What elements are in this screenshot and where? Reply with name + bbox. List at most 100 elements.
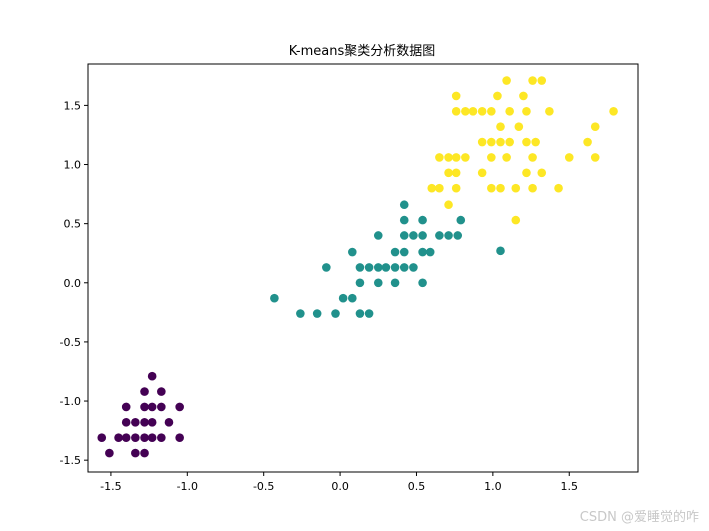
cluster-0-point: [147, 402, 157, 412]
cluster-2-point: [461, 107, 470, 116]
cluster-2-point: [496, 122, 505, 131]
cluster-1-point: [338, 293, 348, 303]
x-tick-label: -0.5: [253, 480, 274, 493]
cluster-1-point: [409, 231, 418, 240]
cluster-1-point: [322, 263, 331, 272]
cluster-1-point: [355, 278, 365, 288]
data-points: [97, 76, 618, 458]
y-tick-label: 1.0: [64, 159, 82, 172]
cluster-1-point: [399, 200, 409, 210]
cluster-1-point: [390, 263, 400, 272]
cluster-0-point: [175, 402, 184, 412]
cluster-2-point: [435, 153, 444, 162]
cluster-2-point: [487, 137, 496, 147]
cluster-0-point: [157, 433, 166, 443]
cluster-0-point: [131, 433, 140, 443]
cluster-2-point: [537, 76, 547, 85]
cluster-0-point: [131, 418, 140, 427]
cluster-2-point: [444, 200, 453, 210]
cluster-1-point: [399, 231, 409, 240]
cluster-1-point: [418, 247, 427, 257]
cluster-1-point: [444, 231, 453, 240]
cluster-2-point: [505, 107, 514, 116]
cluster-1-point: [355, 309, 365, 318]
cluster-0-point: [121, 433, 131, 443]
cluster-2-point: [487, 183, 496, 193]
cluster-2-point: [477, 107, 487, 116]
cluster-1-point: [348, 293, 357, 303]
cluster-1-point: [418, 278, 427, 288]
cluster-2-point: [590, 122, 600, 131]
cluster-1-point: [312, 309, 322, 318]
cluster-0-point: [175, 433, 184, 443]
y-tick-label: -1.0: [60, 395, 81, 408]
cluster-1-point: [435, 231, 444, 240]
cluster-2-point: [514, 122, 524, 131]
cluster-2-point: [522, 137, 531, 147]
cluster-2-point: [505, 137, 514, 147]
cluster-2-point: [496, 183, 505, 193]
x-tick-label: -1.5: [100, 480, 121, 493]
cluster-2-point: [435, 183, 444, 193]
cluster-1-point: [453, 231, 463, 240]
cluster-2-point: [477, 137, 487, 147]
cluster-2-point: [502, 153, 511, 162]
cluster-1-point: [296, 309, 305, 318]
y-tick-label: 1.5: [64, 99, 82, 112]
cluster-0-point: [121, 402, 131, 412]
cluster-1-point: [364, 309, 374, 318]
cluster-2-point: [554, 183, 563, 193]
cluster-1-point: [381, 263, 391, 272]
cluster-2-point: [609, 107, 618, 116]
cluster-0-point: [157, 402, 166, 412]
cluster-2-point: [444, 153, 453, 162]
cluster-1-point: [373, 263, 383, 272]
cluster-2-point: [511, 183, 521, 193]
watermark: CSDN @爱睡觉的咋: [579, 510, 699, 525]
cluster-2-point: [451, 107, 461, 116]
y-tick-label: -1.5: [60, 454, 81, 467]
axis-ticks: -1.5 -1.0 -0.5 0.0 0.5 1.0 1.5 -1.5 -1.0 -0.5 0.0 0…: [60, 99, 578, 493]
cluster-0-point: [121, 418, 131, 427]
cluster-2-point: [461, 153, 470, 162]
cluster-0-point: [140, 387, 149, 396]
cluster-2-point: [487, 107, 496, 116]
cluster-2-point: [496, 137, 505, 147]
cluster-1-point: [355, 263, 365, 272]
cluster-0-point: [164, 418, 174, 427]
cluster-2-point: [477, 168, 487, 178]
cluster-2-point: [468, 107, 478, 116]
cluster-1-point: [270, 293, 279, 303]
cluster-1-point: [373, 278, 383, 288]
cluster-1-point: [348, 247, 357, 257]
cluster-0-point: [97, 433, 107, 443]
cluster-2-point: [444, 168, 453, 178]
cluster-0-point: [114, 433, 123, 443]
y-tick-label: 0.5: [64, 218, 82, 231]
cluster-2-point: [511, 215, 521, 225]
x-tick-label: -1.0: [177, 480, 198, 493]
cluster-2-point: [487, 153, 496, 162]
cluster-0-point: [140, 433, 149, 443]
cluster-2-point: [451, 183, 461, 193]
x-tick-label: 1.0: [484, 480, 502, 493]
x-tick-label: 1.5: [561, 480, 579, 493]
y-tick-label: 0.0: [64, 277, 82, 290]
cluster-0-point: [140, 402, 149, 412]
cluster-2-point: [583, 137, 592, 147]
cluster-1-point: [409, 263, 418, 272]
y-tick-label: -0.5: [60, 336, 81, 349]
cluster-1-point: [390, 247, 400, 257]
chart-title: K-means聚类分析数据图: [289, 44, 436, 59]
cluster-2-point: [502, 76, 511, 85]
cluster-2-point: [528, 76, 537, 85]
cluster-0-point: [147, 371, 157, 381]
cluster-2-point: [564, 153, 574, 162]
cluster-0-point: [140, 418, 149, 427]
cluster-2-point: [537, 168, 547, 178]
cluster-2-point: [522, 107, 531, 116]
cluster-2-point: [451, 168, 461, 178]
cluster-1-point: [390, 278, 400, 288]
cluster-0-point: [147, 418, 157, 427]
